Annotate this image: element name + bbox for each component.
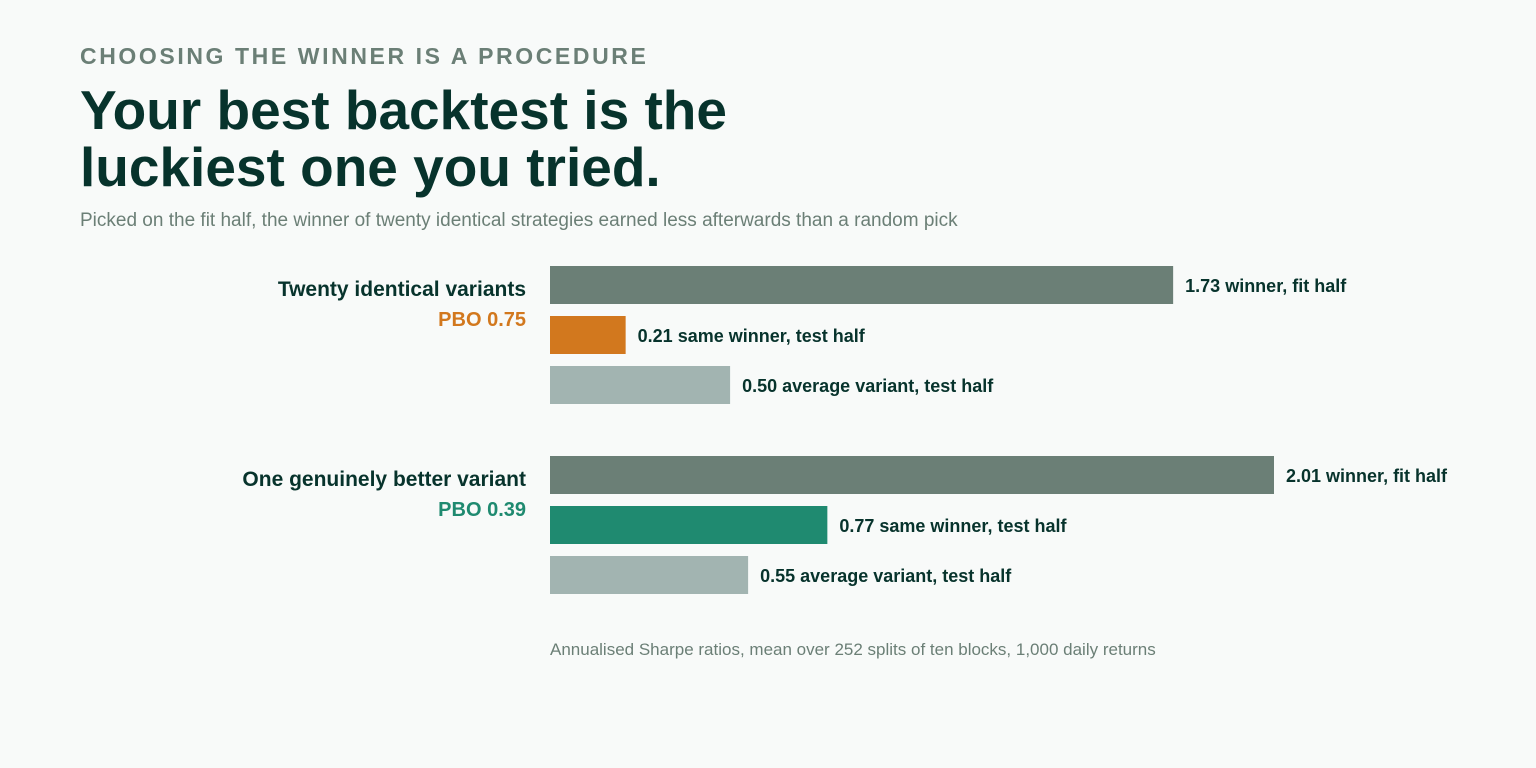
kicker: CHOOSING THE WINNER IS A PROCEDURE	[80, 43, 649, 69]
bar	[550, 506, 828, 544]
footnote: Annualised Sharpe ratios, mean over 252 …	[550, 640, 1156, 659]
bar-value: 0.77	[839, 516, 874, 536]
bar-description: average variant, test half	[795, 566, 1012, 586]
group-label: Twenty identical variants	[278, 278, 526, 301]
bar-value: 0.50	[742, 376, 777, 396]
bar-description: same winner, test half	[874, 516, 1067, 536]
bar-value-label: 2.01 winner, fit half	[1286, 466, 1448, 486]
group-label: One genuinely better variant	[242, 468, 526, 491]
bar-value: 0.55	[760, 566, 795, 586]
pbo-label: PBO 0.39	[438, 499, 526, 521]
bar-value: 0.21	[638, 326, 673, 346]
bar-description: same winner, test half	[673, 326, 866, 346]
bar-description: winner, fit half	[1321, 466, 1448, 486]
bar-value-label: 0.21 same winner, test half	[638, 326, 866, 346]
bar-value: 2.01	[1286, 466, 1321, 486]
bar	[550, 316, 626, 354]
subtitle: Picked on the fit half, the winner of tw…	[80, 210, 958, 231]
bar	[550, 556, 749, 594]
bar-description: winner, fit half	[1220, 276, 1347, 296]
pbo-label: PBO 0.75	[438, 309, 526, 331]
bar-value-label: 0.77 same winner, test half	[839, 516, 1067, 536]
bar	[550, 456, 1274, 494]
bar-value: 1.73	[1185, 276, 1220, 296]
bar	[550, 266, 1174, 304]
bar-value-label: 0.50 average variant, test half	[742, 376, 994, 396]
bar-value-label: 0.55 average variant, test half	[760, 566, 1012, 586]
headline: Your best backtest is the luckiest one y…	[80, 79, 727, 198]
bar-value-label: 1.73 winner, fit half	[1185, 276, 1347, 296]
bar	[550, 366, 731, 404]
bar-description: average variant, test half	[777, 376, 994, 396]
